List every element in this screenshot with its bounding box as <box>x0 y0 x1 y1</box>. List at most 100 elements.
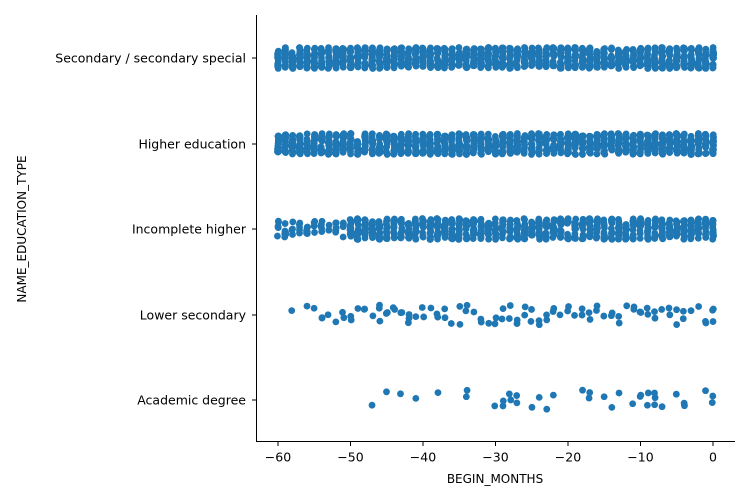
point-secondary-secondary-special <box>702 62 710 70</box>
point-lower-secondary <box>578 305 586 313</box>
point-lower-secondary <box>360 305 368 313</box>
point-lower-secondary <box>412 313 420 321</box>
point-higher-education <box>354 140 362 148</box>
point-higher-education <box>433 139 441 147</box>
point-incomplete-higher <box>672 227 680 235</box>
point-secondary-secondary-special <box>681 46 688 53</box>
point-incomplete-higher <box>651 216 659 224</box>
point-higher-education <box>629 141 637 148</box>
point-incomplete-higher <box>463 235 470 243</box>
point-incomplete-higher <box>600 216 608 224</box>
point-secondary-secondary-special <box>585 47 593 55</box>
point-incomplete-higher <box>615 218 623 226</box>
point-higher-education <box>608 138 616 146</box>
point-incomplete-higher <box>383 232 391 240</box>
point-incomplete-higher <box>288 226 296 233</box>
point-secondary-secondary-special <box>434 57 441 64</box>
point-higher-education <box>680 149 688 157</box>
point-higher-education <box>527 135 535 142</box>
x-ticks: −60 −50 −40 −30 −20 −10 0 <box>265 441 717 465</box>
point-lower-secondary <box>288 307 296 315</box>
point-incomplete-higher <box>586 222 594 230</box>
point-higher-education <box>557 147 565 155</box>
point-secondary-secondary-special <box>579 55 587 63</box>
point-secondary-secondary-special <box>275 53 282 61</box>
point-higher-education <box>383 135 391 143</box>
point-lower-secondary <box>535 321 543 329</box>
point-incomplete-higher <box>644 234 651 242</box>
point-secondary-secondary-special <box>463 63 471 71</box>
point-secondary-secondary-special <box>296 44 303 52</box>
point-lower-secondary <box>456 320 464 328</box>
point-incomplete-higher <box>528 219 536 227</box>
point-secondary-secondary-special <box>521 44 529 52</box>
point-secondary-secondary-special <box>390 64 398 72</box>
point-secondary-secondary-special <box>354 54 362 62</box>
point-incomplete-higher <box>564 216 572 224</box>
point-higher-education <box>659 134 667 142</box>
point-secondary-secondary-special <box>651 57 659 65</box>
point-lower-secondary <box>376 301 383 309</box>
point-secondary-secondary-special <box>339 63 347 71</box>
point-secondary-secondary-special <box>376 46 384 54</box>
point-incomplete-higher <box>666 221 673 229</box>
point-higher-education <box>282 149 290 156</box>
point-secondary-secondary-special <box>550 51 558 59</box>
point-lower-secondary <box>303 302 311 310</box>
point-incomplete-higher <box>622 230 630 237</box>
point-academic-degree <box>672 390 680 398</box>
point-incomplete-higher <box>579 223 586 231</box>
point-secondary-secondary-special <box>572 61 579 69</box>
point-higher-education <box>629 132 637 140</box>
point-lower-secondary <box>405 315 413 322</box>
point-academic-degree <box>644 389 652 397</box>
point-incomplete-higher <box>353 217 361 225</box>
point-lower-secondary <box>441 305 449 313</box>
point-secondary-secondary-special <box>498 48 506 56</box>
point-higher-education <box>318 132 326 140</box>
point-academic-degree <box>499 402 507 410</box>
point-higher-education <box>477 140 485 147</box>
point-lower-secondary <box>564 307 572 315</box>
point-incomplete-higher <box>499 216 507 224</box>
point-higher-education <box>376 134 384 142</box>
point-higher-education <box>507 143 514 151</box>
point-secondary-secondary-special <box>295 62 303 70</box>
point-incomplete-higher <box>485 219 493 227</box>
point-higher-education <box>281 133 289 141</box>
point-academic-degree <box>608 403 616 411</box>
point-incomplete-higher <box>390 223 398 231</box>
point-lower-secondary <box>441 314 449 322</box>
point-lower-secondary <box>630 305 638 313</box>
point-secondary-secondary-special <box>491 60 499 68</box>
point-higher-education <box>499 135 507 142</box>
point-lower-secondary <box>470 308 478 316</box>
point-incomplete-higher <box>542 229 550 237</box>
point-higher-education <box>593 138 601 146</box>
point-lower-secondary <box>397 309 405 317</box>
point-academic-degree <box>585 394 593 402</box>
point-lower-secondary <box>556 311 564 319</box>
point-incomplete-higher <box>549 234 557 241</box>
point-incomplete-higher <box>520 215 528 222</box>
point-lower-secondary <box>571 311 578 319</box>
point-secondary-secondary-special <box>411 60 419 68</box>
point-higher-education <box>622 148 630 156</box>
point-secondary-secondary-special <box>491 55 499 63</box>
point-secondary-secondary-special <box>637 45 645 53</box>
point-incomplete-higher <box>397 228 405 236</box>
point-incomplete-higher <box>353 232 361 240</box>
point-secondary-secondary-special <box>484 53 492 60</box>
point-incomplete-higher <box>397 216 405 224</box>
point-higher-education <box>441 147 449 154</box>
point-higher-education <box>325 133 333 141</box>
point-secondary-secondary-special <box>477 46 484 54</box>
point-secondary-secondary-special <box>347 64 355 72</box>
point-secondary-secondary-special <box>427 63 434 71</box>
point-incomplete-higher <box>637 222 644 230</box>
point-higher-education <box>514 144 521 152</box>
point-incomplete-higher <box>441 224 449 232</box>
point-higher-education <box>586 145 594 153</box>
point-incomplete-higher <box>543 221 551 228</box>
point-incomplete-higher <box>369 225 377 233</box>
